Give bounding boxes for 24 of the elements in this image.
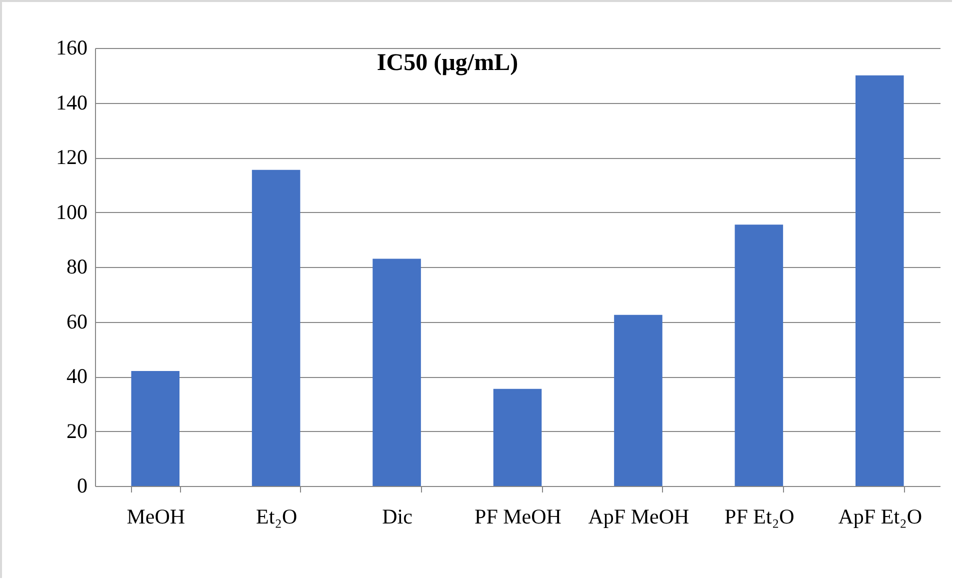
y-tick-label: 140 [56,90,88,114]
bar [856,75,904,486]
y-tick-label: 100 [56,200,88,224]
y-tick-label: 40 [66,364,88,388]
y-tick-label: 60 [66,309,88,334]
y-tick-label: 160 [56,36,88,60]
x-tick-label: PF Et₂O [724,504,794,528]
bar [734,224,784,486]
x-tick-label: PF MeOH [474,504,562,528]
x-tick-label: Et₂O [256,504,298,528]
y-tick-label: 80 [66,254,88,278]
bar [252,170,300,486]
y-tick-label: 0 [77,474,88,498]
chart-title: IC50 (µg/mL) [376,50,518,76]
x-tick-label: MeOH [126,504,186,528]
y-tick-label: 20 [66,418,88,443]
x-tick-label: ApF Et₂O [838,504,922,528]
x-tick-label: ApF MeOH [588,504,690,528]
bar [614,314,662,486]
x-tick-label: Dic [382,504,412,528]
y-tick-label: 120 [56,145,88,169]
bar [372,258,421,486]
bar [131,371,180,486]
bar [493,388,542,486]
